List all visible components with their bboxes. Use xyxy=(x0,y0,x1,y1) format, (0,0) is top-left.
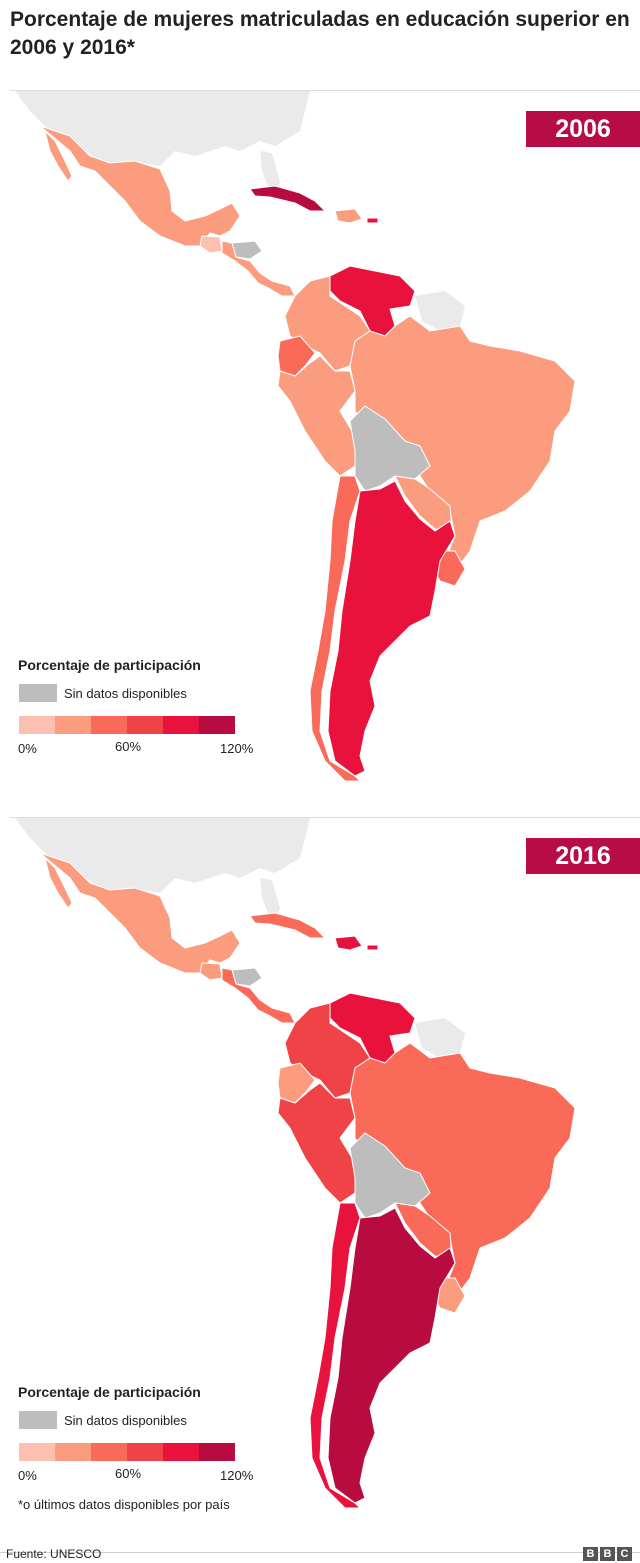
scale-step-5 xyxy=(163,716,199,734)
legend-title: Porcentaje de participación xyxy=(18,1384,201,1400)
scale-step-6 xyxy=(199,716,235,734)
scale-step-1 xyxy=(19,1443,55,1461)
scale-step-1 xyxy=(19,716,55,734)
bbc-logo: B B C xyxy=(583,1547,632,1561)
bbc-letter: B xyxy=(600,1547,615,1561)
country-ecuador xyxy=(277,1062,316,1104)
scale-step-5 xyxy=(163,1443,199,1461)
country-peru xyxy=(277,1082,356,1204)
no-data-label: Sin datos disponibles xyxy=(64,686,187,701)
guianas xyxy=(415,291,465,331)
country-honduras xyxy=(231,967,263,987)
no-data-swatch xyxy=(19,1411,57,1429)
tick-0: 0% xyxy=(18,741,37,756)
country-puerto-rico xyxy=(366,944,379,951)
no-data-label: Sin datos disponibles xyxy=(64,1413,187,1428)
source-label: Fuente: UNESCO xyxy=(6,1547,102,1561)
scale-step-4 xyxy=(127,1443,163,1461)
year-label-2016: 2016 xyxy=(526,838,640,874)
footer-divider xyxy=(0,1552,640,1553)
country-peru xyxy=(277,355,356,477)
scale-step-3 xyxy=(91,716,127,734)
footnote: *o últimos datos disponibles por país xyxy=(18,1497,230,1512)
usa-landmass xyxy=(15,818,310,893)
tick-60: 60% xyxy=(115,739,142,754)
color-scale xyxy=(19,716,235,734)
map-panel-2006: 2006 Porcentaje de participación Sin dat… xyxy=(10,90,640,811)
country-argentina xyxy=(327,480,456,777)
country-puerto-rico xyxy=(366,217,379,224)
usa-landmass xyxy=(15,91,310,166)
country-baja xyxy=(44,856,73,909)
country-mexico xyxy=(39,125,241,247)
bbc-letter: C xyxy=(617,1547,632,1561)
map-2016 xyxy=(15,818,576,1509)
country-baja xyxy=(44,129,73,182)
country-mexico xyxy=(39,852,241,974)
color-scale xyxy=(19,1443,235,1461)
country-argentina xyxy=(327,1207,456,1504)
guianas xyxy=(415,1018,465,1058)
no-data-swatch xyxy=(19,684,57,702)
country-venezuela xyxy=(329,265,416,337)
country-honduras xyxy=(231,240,263,260)
bbc-letter: B xyxy=(583,1547,598,1561)
country-guatemala xyxy=(199,962,223,981)
tick-120: 120% xyxy=(220,741,254,756)
map-2006 xyxy=(15,91,576,782)
country-hispaniola xyxy=(334,208,363,224)
scale-step-4 xyxy=(127,716,163,734)
map-panel-2016: 2016 Porcentaje de participación Sin dat… xyxy=(10,817,640,1546)
scale-step-2 xyxy=(55,1443,91,1461)
florida xyxy=(260,878,280,923)
tick-60: 60% xyxy=(115,1466,142,1481)
chart-title: Porcentaje de mujeres matriculadas en ed… xyxy=(10,8,630,59)
year-label-2006: 2006 xyxy=(526,111,640,147)
florida xyxy=(260,151,280,196)
country-cuba xyxy=(249,185,327,212)
scale-step-3 xyxy=(91,1443,127,1461)
tick-0: 0% xyxy=(18,1468,37,1483)
tick-120: 120% xyxy=(220,1468,254,1483)
country-cuba xyxy=(249,912,327,939)
country-venezuela xyxy=(329,992,416,1064)
scale-step-6 xyxy=(199,1443,235,1461)
scale-step-2 xyxy=(55,716,91,734)
country-guatemala xyxy=(199,235,223,254)
legend-title: Porcentaje de participación xyxy=(18,657,201,673)
country-ecuador xyxy=(277,335,316,377)
country-hispaniola xyxy=(334,935,363,951)
